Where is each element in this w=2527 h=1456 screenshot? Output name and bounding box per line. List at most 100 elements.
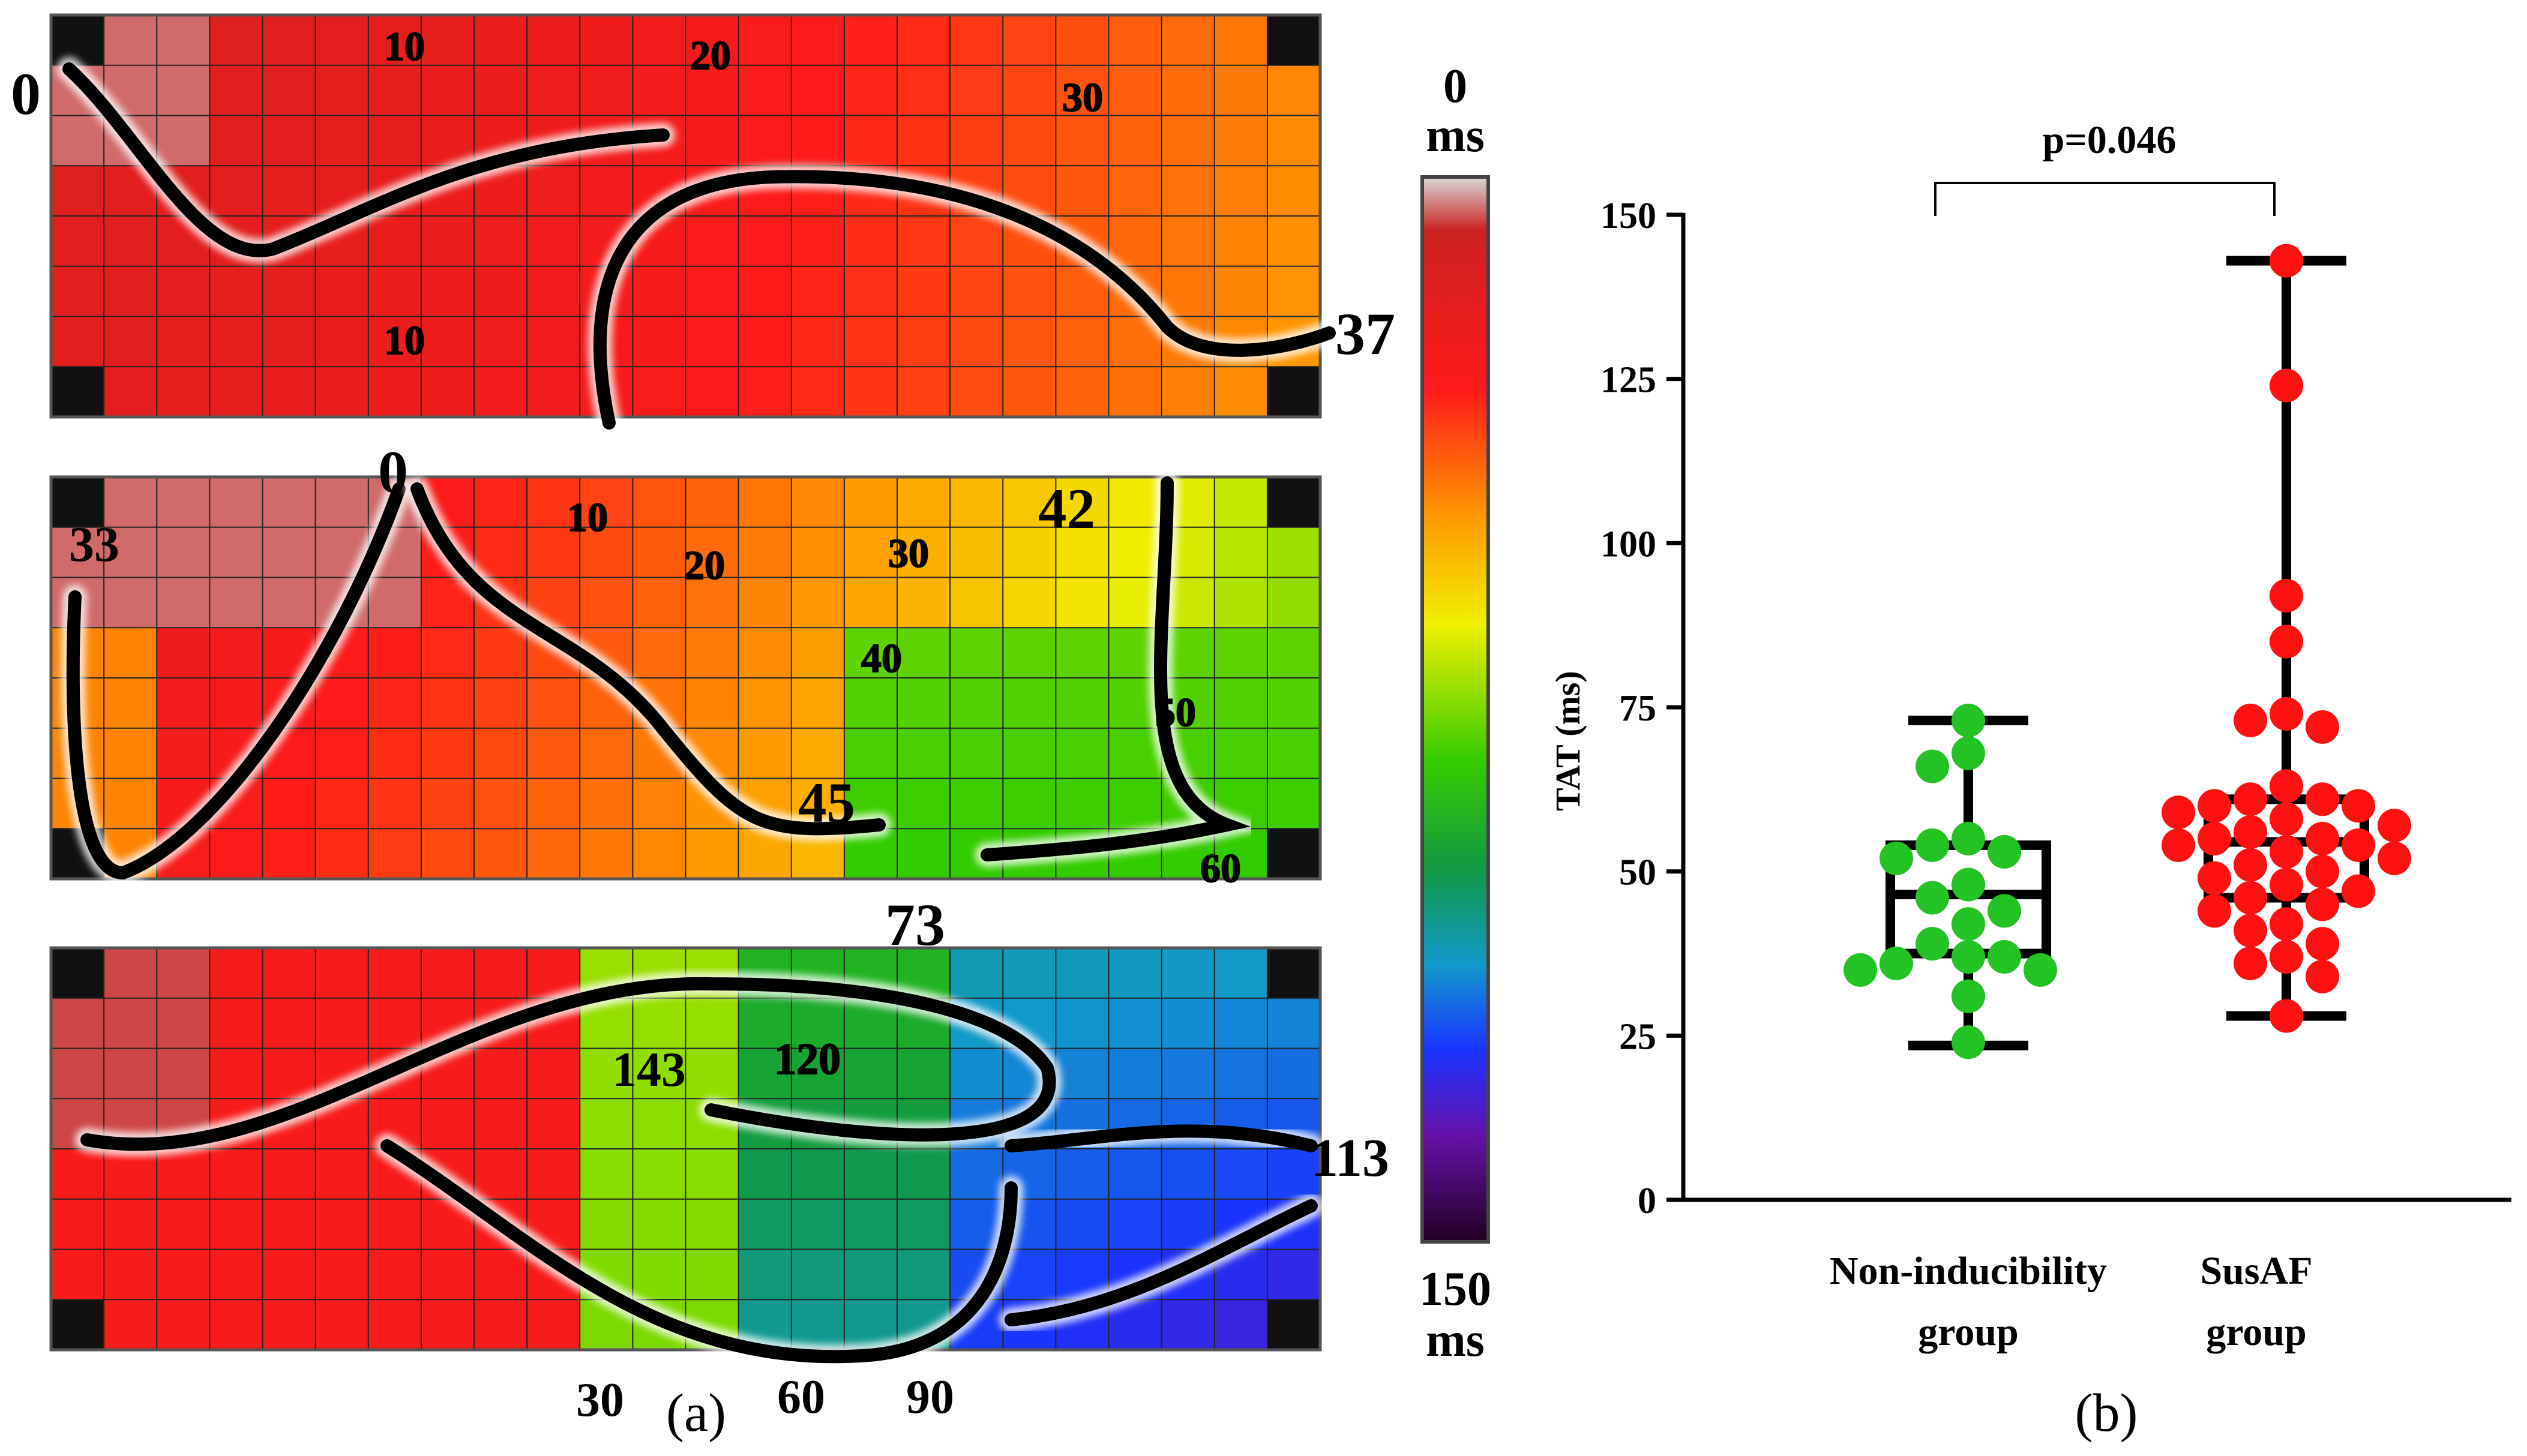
map-cell: [526, 1299, 581, 1351]
map-cell: [897, 476, 951, 529]
map-cell: [843, 1198, 898, 1250]
map-cell: [473, 1248, 528, 1301]
map-cell: [209, 526, 263, 578]
map-cell: [1161, 997, 1216, 1049]
map-cell: [526, 165, 581, 217]
map-cell: [1266, 1248, 1321, 1301]
map-cell: [367, 1299, 422, 1351]
map-cell: [50, 316, 105, 368]
map-cell: [1266, 1047, 1321, 1100]
map-cell: [1213, 577, 1269, 629]
map-cell: [262, 577, 317, 629]
colorbar-bottom-value: 150: [1419, 1263, 1491, 1316]
y-tick-label: 125: [1600, 360, 1656, 401]
data-point: [2024, 953, 2057, 987]
map-cell: [949, 265, 1004, 317]
map-cell: [1108, 14, 1163, 67]
map-cell: [473, 1299, 528, 1351]
map-cell: [367, 997, 422, 1049]
map-cell: [1055, 1148, 1110, 1200]
map-cell: [367, 677, 422, 729]
map-cell: [526, 215, 581, 268]
map-cell: [949, 14, 1004, 67]
map3-time-label: 143: [612, 1042, 686, 1097]
colorbar-gradient: [1420, 175, 1490, 1244]
p-value-annotation: p=0.046: [2043, 118, 2177, 162]
map-cell: [156, 64, 211, 116]
map-cell: [1108, 777, 1163, 830]
map-cell: [790, 627, 846, 679]
data-point: [2234, 782, 2267, 816]
map-cell: [632, 366, 687, 418]
map-cell: [367, 947, 422, 999]
map-cell: [685, 1148, 740, 1200]
map-cell: [1266, 1299, 1321, 1351]
map-cell: [314, 366, 370, 418]
map-cell: [1266, 828, 1321, 880]
map-cell: [1055, 947, 1110, 999]
map-cell: [209, 1148, 263, 1200]
map-cell: [897, 777, 951, 830]
map-cell: [209, 316, 263, 368]
category-label-2-line2: group: [2206, 1310, 2307, 1354]
map-cell: [473, 316, 528, 368]
map-cell: [526, 265, 581, 317]
data-point: [1952, 867, 1985, 902]
map-cell: [1055, 1198, 1110, 1250]
map-cell: [1213, 947, 1269, 999]
map-cell: [738, 1248, 793, 1301]
map-cell: [473, 777, 528, 830]
map-cell: [367, 828, 422, 880]
map-cell: [1266, 366, 1321, 418]
map-cell: [103, 1299, 158, 1351]
map-cell: [1108, 997, 1163, 1049]
map-cell: [314, 727, 370, 779]
map-cell: [843, 1248, 898, 1301]
map-cell: [1002, 115, 1057, 167]
map-cell: [473, 828, 528, 880]
map-cell: [367, 627, 422, 679]
map-cell: [209, 1299, 263, 1351]
map-cell: [843, 115, 898, 167]
map-cell: [209, 947, 263, 999]
data-point: [2270, 769, 2303, 803]
map-cell: [367, 366, 422, 418]
data-point: [1952, 821, 1985, 855]
propagation-arrow: [80, 977, 1056, 1151]
map-cell: [843, 366, 898, 418]
data-point: [2306, 927, 2339, 961]
map-cell: [103, 1248, 158, 1301]
map-cell: [632, 627, 687, 679]
data-point: [2270, 244, 2303, 278]
map-cell: [949, 1148, 1004, 1200]
chart-area: 0 25 50 75 100 125 150: [1600, 182, 2511, 1221]
map-cell: [526, 14, 581, 67]
map-cell: [790, 64, 846, 116]
map-cell: [262, 627, 317, 679]
map-cell: [685, 316, 740, 368]
map-cell: [473, 526, 528, 578]
map2-contour-label: 10: [567, 494, 608, 540]
map-cell: [314, 828, 370, 880]
map-cell: [526, 677, 581, 729]
map-cell: [949, 1047, 1004, 1100]
map-cell: [843, 215, 898, 268]
map-cell: [262, 165, 317, 217]
y-tick-label: 0: [1638, 1181, 1656, 1221]
map-cell: [1213, 1299, 1269, 1351]
map-cell: [209, 115, 263, 167]
map-cell: [1161, 1198, 1216, 1250]
map-cell: [103, 947, 158, 999]
map-cell: [50, 1198, 105, 1250]
map-cell: [262, 777, 317, 830]
map-cell: [843, 1148, 898, 1200]
map-cell: [949, 316, 1004, 368]
map-cell: [420, 316, 475, 368]
data-point: [2306, 887, 2339, 921]
map-cell: [1055, 677, 1110, 729]
y-tick-label: 150: [1600, 196, 1656, 236]
data-point: [2234, 881, 2267, 915]
map-cell: [790, 1148, 846, 1200]
map-cell: [262, 1047, 317, 1100]
